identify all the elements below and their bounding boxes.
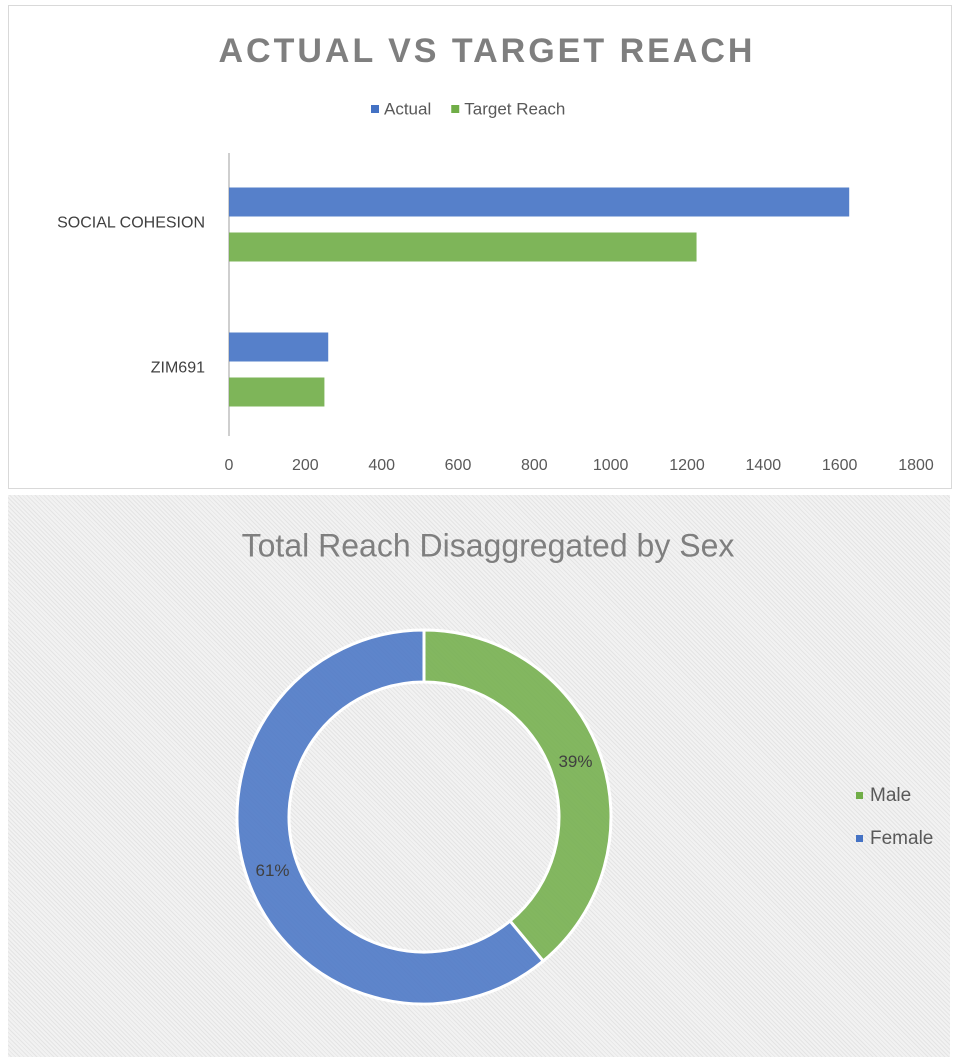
bar <box>229 377 325 407</box>
legend-swatch <box>856 792 863 799</box>
legend-label: Target Reach <box>464 99 565 118</box>
x-tick-label: 1000 <box>593 457 629 474</box>
x-tick-label: 0 <box>225 457 234 474</box>
legend-swatch <box>856 835 863 842</box>
x-tick-label: 200 <box>292 457 319 474</box>
x-tick-label: 1400 <box>746 457 782 474</box>
x-tick-label: 1600 <box>822 457 858 474</box>
bar-chart: ACTUAL VS TARGET REACH Actual Target Reac… <box>8 5 952 489</box>
x-tick-label: 400 <box>368 457 395 474</box>
x-tick-label: 1800 <box>898 457 934 474</box>
legend-label: Actual <box>384 99 431 118</box>
chart-title: ACTUAL VS TARGET REACH <box>219 32 756 70</box>
legend-swatch <box>371 105 379 113</box>
donut-chart: Total Reach Disaggregated by Sex 39% Male… <box>8 495 950 1057</box>
bar <box>229 187 850 217</box>
y-tick-label: SOCIAL COHESION <box>57 215 205 232</box>
legend-label: Male <box>870 785 911 806</box>
chart-title: Total Reach Disaggregated by Sex <box>242 527 735 563</box>
data-label: 39% <box>558 752 592 771</box>
bar <box>229 332 329 362</box>
x-tick-label: 600 <box>445 457 472 474</box>
bar <box>229 232 697 262</box>
x-tick-label: 1200 <box>669 457 705 474</box>
donut-slice <box>422 628 613 964</box>
legend-label: Female <box>870 828 933 849</box>
y-tick-label: ZIM691 <box>151 360 205 377</box>
x-tick-label: 800 <box>521 457 548 474</box>
donut-slice <box>235 628 546 1006</box>
legend-swatch <box>451 105 460 113</box>
data-label: 61% <box>256 861 290 880</box>
